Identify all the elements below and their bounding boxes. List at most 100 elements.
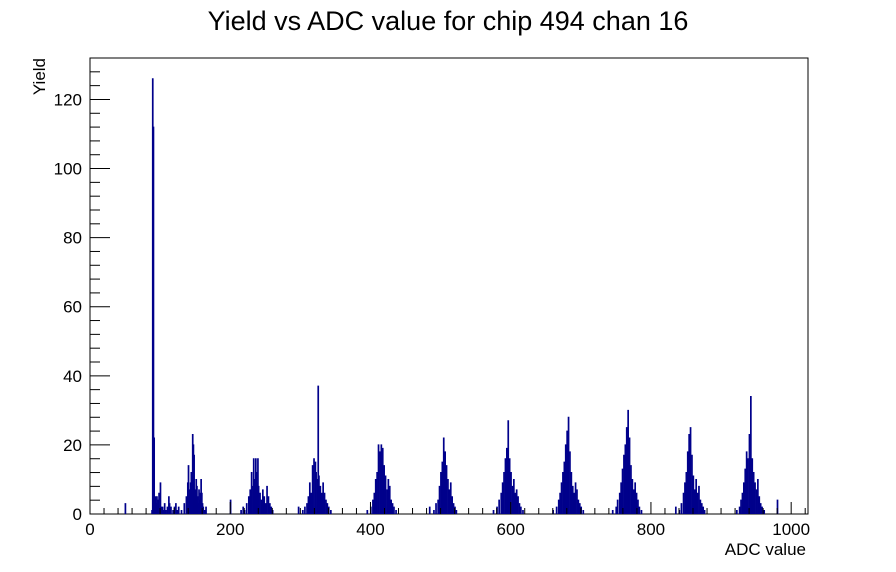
x-tick-label: 800 bbox=[637, 520, 665, 539]
histogram-bin bbox=[180, 510, 183, 514]
histogram-bin bbox=[763, 510, 766, 514]
histogram-bin bbox=[366, 510, 369, 514]
histogram-bin bbox=[240, 510, 242, 514]
histogram-bin bbox=[247, 496, 250, 514]
histogram-bin bbox=[442, 437, 445, 514]
histogram-bin bbox=[695, 478, 698, 514]
histogram-bin bbox=[755, 489, 758, 514]
histogram-bin bbox=[630, 465, 632, 514]
histogram-bin bbox=[563, 461, 566, 514]
histogram-bin bbox=[513, 478, 515, 514]
histogram-bin bbox=[156, 496, 158, 514]
histogram-bin bbox=[747, 458, 749, 514]
histogram-bin bbox=[757, 478, 759, 514]
histogram-bin bbox=[691, 454, 693, 514]
y-tick-label: 60 bbox=[63, 298, 82, 317]
histogram-bin bbox=[564, 444, 567, 514]
y-tick-label: 40 bbox=[63, 367, 82, 386]
histogram-bin bbox=[242, 506, 245, 514]
histogram-bin bbox=[522, 510, 524, 514]
histogram-bin bbox=[621, 468, 624, 514]
histogram-bin bbox=[301, 510, 304, 514]
histogram-bin bbox=[557, 499, 560, 514]
histogram-bin bbox=[183, 503, 186, 514]
histogram-bin bbox=[261, 489, 264, 514]
histogram-bin bbox=[152, 126, 155, 514]
histogram-bin bbox=[315, 472, 317, 514]
histogram-bin bbox=[311, 465, 314, 514]
histogram-bin bbox=[448, 489, 451, 514]
histogram-bin bbox=[322, 482, 324, 514]
histogram-bin bbox=[310, 492, 313, 514]
histogram-bin bbox=[373, 492, 376, 514]
histogram-bin bbox=[623, 454, 625, 514]
histogram-bin bbox=[428, 506, 431, 514]
histogram-bin bbox=[682, 492, 685, 514]
histogram-bin bbox=[153, 437, 156, 514]
histogram-bin bbox=[326, 503, 329, 514]
histogram-bin bbox=[758, 496, 761, 514]
histogram-bin bbox=[318, 475, 320, 514]
histogram-bin bbox=[266, 485, 268, 514]
histogram-bin bbox=[761, 506, 763, 514]
x-axis: 0 200 400 600 800 1000 bbox=[85, 502, 810, 539]
histogram-bin bbox=[172, 510, 174, 514]
histogram-bin bbox=[325, 499, 327, 514]
y-axis: 0 20 40 60 80 100 120 bbox=[54, 71, 110, 524]
histogram-bin bbox=[435, 503, 437, 514]
histogram-bin bbox=[751, 458, 754, 514]
x-tick-label: 400 bbox=[356, 520, 384, 539]
histogram-bin bbox=[160, 506, 163, 514]
histogram-bin bbox=[377, 444, 380, 514]
histogram-bin bbox=[505, 447, 508, 514]
histogram-bin bbox=[307, 496, 310, 514]
histogram-bin bbox=[245, 503, 248, 514]
histogram-bin bbox=[257, 485, 260, 514]
histogram-bin bbox=[440, 472, 442, 514]
histogram-bin bbox=[740, 499, 742, 514]
histogram-bin bbox=[514, 492, 517, 514]
histogram-bin bbox=[163, 503, 166, 514]
histogram-bin bbox=[170, 506, 172, 514]
histogram-bin bbox=[674, 506, 677, 514]
histogram-bin bbox=[693, 489, 696, 514]
histogram-bin bbox=[698, 485, 700, 514]
histogram-bin bbox=[441, 461, 444, 514]
histogram-bin bbox=[393, 506, 395, 514]
histogram-bin bbox=[372, 499, 374, 514]
histogram-bin bbox=[696, 492, 699, 514]
histogram-bin bbox=[433, 510, 435, 514]
histogram-bin bbox=[559, 492, 561, 514]
histogram-bin bbox=[635, 492, 638, 514]
histogram-bin bbox=[306, 503, 308, 514]
histogram-bin bbox=[571, 485, 574, 514]
histogram-bin bbox=[625, 427, 628, 514]
histogram-bin bbox=[686, 451, 689, 514]
histogram-bin bbox=[616, 499, 619, 514]
histogram-bin bbox=[374, 478, 377, 514]
histogram-bin bbox=[185, 496, 188, 514]
x-tick-label: 200 bbox=[216, 520, 244, 539]
histogram-bin bbox=[313, 458, 315, 514]
histogram-bin bbox=[699, 499, 702, 514]
histogram-bin bbox=[520, 506, 522, 514]
x-axis-label: ADC value bbox=[725, 540, 806, 559]
histogram-bin bbox=[515, 489, 518, 514]
histogram-bin bbox=[383, 465, 385, 514]
plot-frame bbox=[89, 57, 809, 515]
x-tick-label: 0 bbox=[85, 520, 94, 539]
histogram-bin bbox=[750, 396, 752, 514]
histogram-bin bbox=[624, 444, 627, 514]
histogram-bin bbox=[175, 503, 177, 514]
histogram-bin bbox=[260, 499, 263, 514]
histogram-bin bbox=[317, 385, 320, 514]
histogram-bin bbox=[386, 489, 388, 514]
histogram-bin bbox=[193, 454, 195, 514]
histogram-bin bbox=[447, 478, 449, 514]
y-axis-label: Yield bbox=[30, 58, 49, 95]
histogram-bin bbox=[688, 434, 691, 514]
histogram-bin bbox=[384, 475, 387, 514]
histogram-bin bbox=[437, 499, 439, 514]
histogram-bin bbox=[166, 506, 169, 514]
